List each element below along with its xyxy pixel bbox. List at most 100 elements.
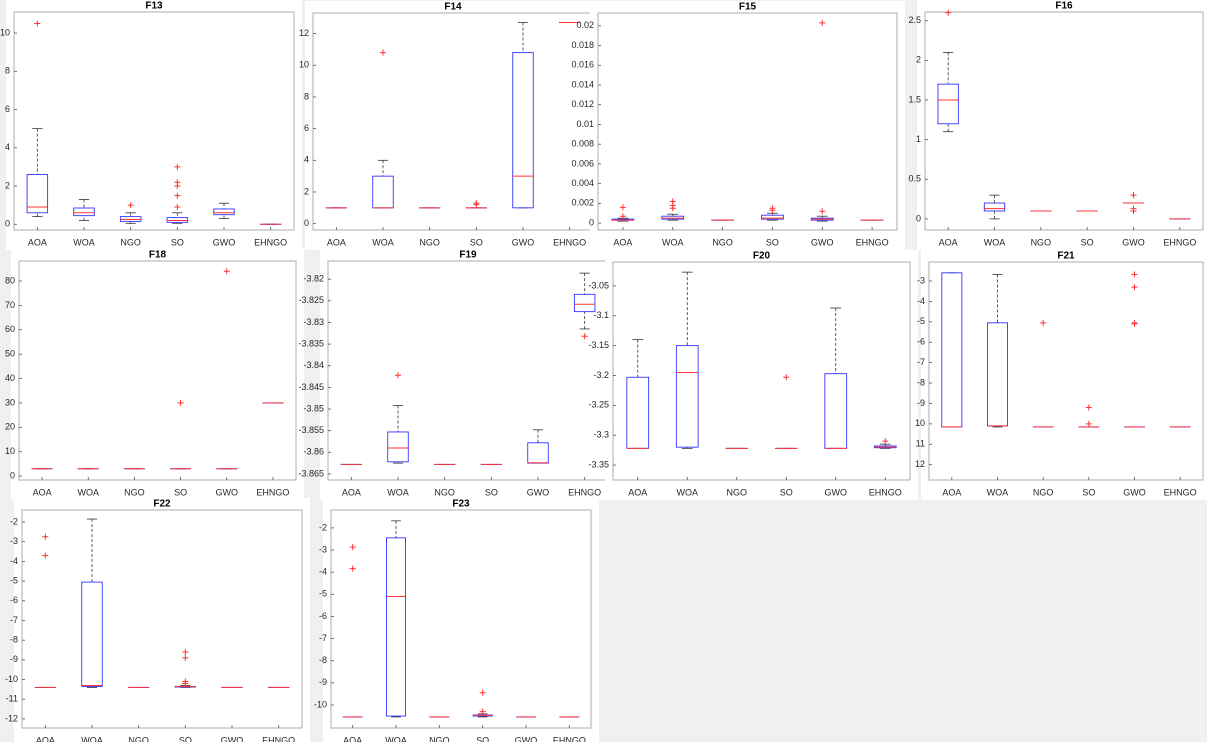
x-tick-label: EHNGO (256, 487, 289, 497)
outlier (42, 552, 49, 559)
y-tick-label: -2 (10, 516, 18, 526)
y-tick-label: 80 (5, 275, 15, 285)
y-tick-label: 6 (5, 104, 10, 114)
y-tick-label: 0.02 (576, 20, 594, 30)
y-tick-label: 0 (5, 219, 10, 229)
box (983, 202, 1006, 212)
y-tick-label: -8 (319, 655, 327, 665)
outlier (882, 438, 889, 445)
y-tick-label: -3.1 (593, 310, 609, 320)
x-tick-label: GWO (221, 735, 244, 742)
y-tick-label: -8 (10, 635, 18, 645)
box (213, 208, 235, 216)
box (573, 293, 596, 313)
y-tick-label: 50 (5, 349, 15, 359)
outlier (174, 179, 181, 186)
outlier (174, 163, 181, 170)
y-tick-label: -7 (10, 615, 18, 625)
y-tick-label: -7 (319, 633, 327, 643)
outlier (223, 268, 230, 275)
x-tick-label: GWO (811, 237, 834, 247)
y-tick-label: -3.85 (303, 403, 324, 413)
y-tick-label: -3.865 (298, 468, 324, 478)
y-tick-label: -5 (319, 589, 327, 599)
y-tick-label: 8 (5, 66, 10, 76)
x-tick-label: AOA (628, 487, 647, 497)
y-tick-label: 4 (304, 155, 309, 165)
x-tick-label: EHNGO (262, 735, 295, 742)
x-tick-label: EHNGO (856, 237, 889, 247)
outlier (1131, 271, 1138, 278)
x-tick-label: WOA (387, 487, 409, 497)
outlier (1085, 420, 1092, 427)
x-tick-label: WOA (78, 487, 100, 497)
outlier (769, 205, 776, 212)
y-tick-label: -3 (319, 544, 327, 554)
y-tick-label: 70 (5, 300, 15, 310)
y-tick-label: 12 (299, 28, 309, 38)
x-tick-label: NGO (434, 487, 455, 497)
outlier (42, 533, 49, 540)
y-tick-label: 20 (5, 422, 15, 432)
chart-title: F13 (145, 1, 163, 12)
x-tick-label: WOA (987, 487, 1009, 497)
x-tick-label: GWO (512, 237, 535, 247)
x-tick-label: GWO (1123, 487, 1146, 497)
box (26, 174, 49, 214)
outlier (479, 708, 486, 715)
box (81, 581, 103, 687)
x-tick-label: AOA (33, 487, 52, 497)
outlier (174, 204, 181, 211)
y-tick-label: -3.35 (588, 459, 609, 469)
outlier (819, 208, 826, 215)
chart-title: F22 (153, 499, 171, 510)
y-tick-label: -3.845 (298, 382, 324, 392)
x-tick-label: AOA (327, 237, 346, 247)
y-tick-label: 40 (5, 373, 15, 383)
y-tick-label: -3.05 (588, 280, 609, 290)
x-tick-label: AOA (28, 237, 47, 247)
x-tick-label: EHNGO (1164, 487, 1197, 497)
y-tick-label: -3.855 (298, 425, 324, 435)
axes-box (21, 509, 303, 729)
y-tick-label: 2 (304, 186, 309, 196)
y-tick-label: 12 (915, 459, 925, 469)
axes-box (312, 12, 594, 231)
y-tick-label: 6 (304, 123, 309, 133)
outlier (473, 200, 480, 207)
y-tick-label: 60 (5, 324, 15, 334)
x-tick-label: NGO (726, 487, 747, 497)
box (387, 431, 409, 463)
y-tick-label: 0 (589, 217, 594, 227)
y-tick-label: -3.2 (593, 370, 609, 380)
y-tick-label: -3 (917, 275, 925, 285)
y-tick-label: -8 (917, 377, 925, 387)
box (675, 345, 699, 448)
y-tick-label: 10 (0, 27, 10, 37)
x-tick-label: NGO (419, 237, 440, 247)
axes-box (330, 509, 592, 729)
y-tick-label: -7 (917, 357, 925, 367)
x-tick-label: GWO (825, 487, 848, 497)
outlier (783, 374, 790, 381)
axes-box (597, 12, 898, 231)
box (761, 214, 784, 220)
y-tick-label: -3.83 (303, 317, 324, 327)
outlier (619, 204, 626, 211)
x-tick-label: GWO (1122, 237, 1145, 247)
chart-title: F23 (452, 499, 470, 510)
y-tick-label: 0.004 (571, 178, 594, 188)
y-tick-label: -9 (319, 677, 327, 687)
chart-title: F15 (739, 2, 757, 13)
outlier (669, 198, 676, 205)
y-tick-label: 2 (5, 180, 10, 190)
x-tick-label: EHNGO (553, 735, 586, 742)
y-tick-label: -11 (6, 694, 18, 704)
y-tick-label: 10 (299, 60, 309, 70)
outlier (1130, 192, 1137, 199)
outlier (349, 544, 356, 551)
y-tick-label: -3.84 (303, 360, 324, 370)
x-tick-label: AOA (36, 735, 55, 742)
x-tick-label: EHNGO (568, 487, 601, 497)
